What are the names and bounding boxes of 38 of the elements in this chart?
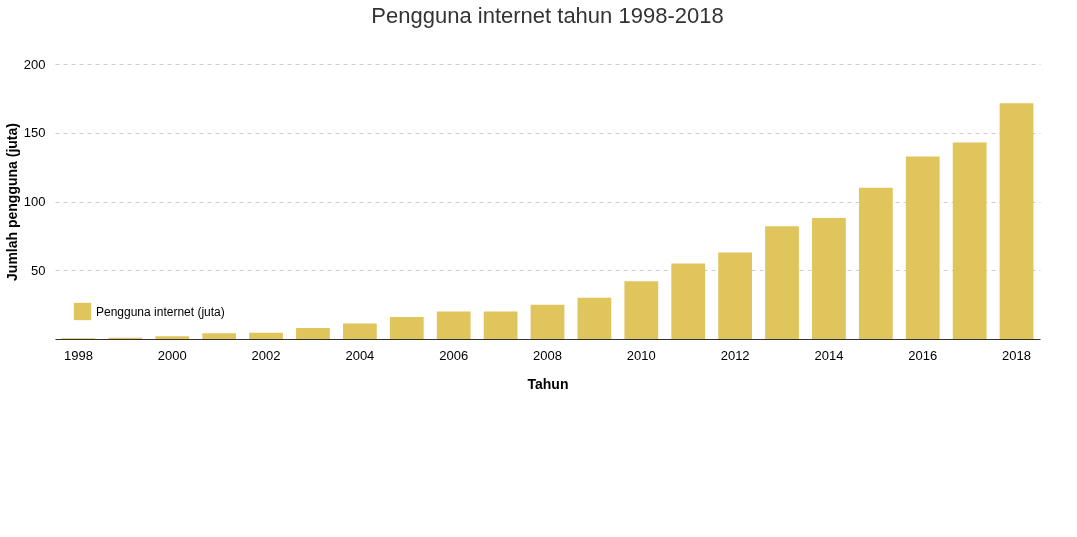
bar [858, 187, 893, 339]
x-tick-label: 2008 [533, 347, 562, 363]
chart-title: Pengguna internet tahun 1998-2018 [371, 3, 724, 28]
bar [765, 226, 799, 339]
x-tick-label: 2000 [157, 347, 187, 363]
bar [624, 281, 659, 339]
y-tick-label: 100 [23, 194, 46, 209]
bar [296, 328, 330, 339]
x-tick-label: 2016 [908, 347, 938, 363]
bar [343, 323, 377, 339]
bar [202, 333, 237, 339]
bar [436, 311, 471, 339]
bar [155, 336, 190, 339]
x-tick-label: 2002 [251, 347, 281, 363]
bar [530, 304, 565, 339]
bar [999, 103, 1034, 339]
bar [718, 252, 752, 339]
bar [577, 297, 612, 339]
x-tick-label: 1998 [63, 347, 93, 363]
x-tick-label: 2018 [1002, 347, 1032, 363]
y-tick-label: 50 [31, 262, 46, 278]
bar [952, 142, 987, 339]
x-axis-title: Tahun [527, 375, 569, 392]
y-axis-title: Jumlah pengguna (juta) [3, 123, 20, 281]
legend-label: Pengguna internet (juta) [96, 304, 225, 319]
bar [249, 332, 283, 339]
bar [671, 263, 706, 339]
bar [483, 311, 518, 339]
x-tick-label: 2010 [626, 347, 656, 363]
bar [905, 156, 940, 339]
y-tick-label: 200 [23, 56, 46, 72]
x-tick-label: 2006 [439, 347, 469, 363]
bar [812, 218, 846, 339]
y-tick-label: 150 [23, 125, 46, 141]
x-tick-label: 2004 [345, 347, 375, 363]
bar [389, 317, 424, 339]
x-tick-label: 2014 [814, 347, 844, 363]
x-tick-label: 2012 [720, 347, 750, 363]
